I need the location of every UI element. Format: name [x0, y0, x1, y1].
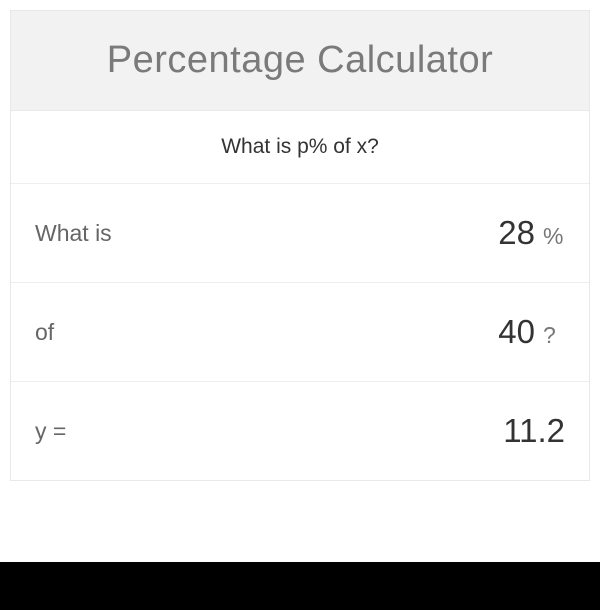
result-output: 11.2 — [503, 412, 565, 450]
percent-value-wrap: 28 % — [498, 214, 565, 252]
of-input[interactable]: 40 — [498, 313, 535, 351]
percent-label: What is — [35, 220, 112, 247]
result-value-wrap: 11.2 — [503, 412, 565, 450]
page-title: Percentage Calculator — [31, 39, 569, 82]
result-field-row: y = 11.2 — [11, 382, 589, 480]
calculator-widget: Percentage Calculator What is p% of x? W… — [10, 10, 590, 481]
formula-description-row: What is p% of x? — [11, 111, 589, 184]
formula-description: What is p% of x? — [31, 135, 569, 159]
percent-field-row: What is 28 % — [11, 184, 589, 283]
percent-input[interactable]: 28 — [498, 214, 535, 252]
bottom-bar — [0, 562, 600, 610]
result-label: y = — [35, 418, 66, 445]
of-unit: ? — [543, 322, 565, 349]
of-field-row: of 40 ? — [11, 283, 589, 382]
widget-header: Percentage Calculator — [11, 11, 589, 111]
percent-unit: % — [543, 223, 565, 250]
of-label: of — [35, 319, 54, 346]
of-value-wrap: 40 ? — [498, 313, 565, 351]
